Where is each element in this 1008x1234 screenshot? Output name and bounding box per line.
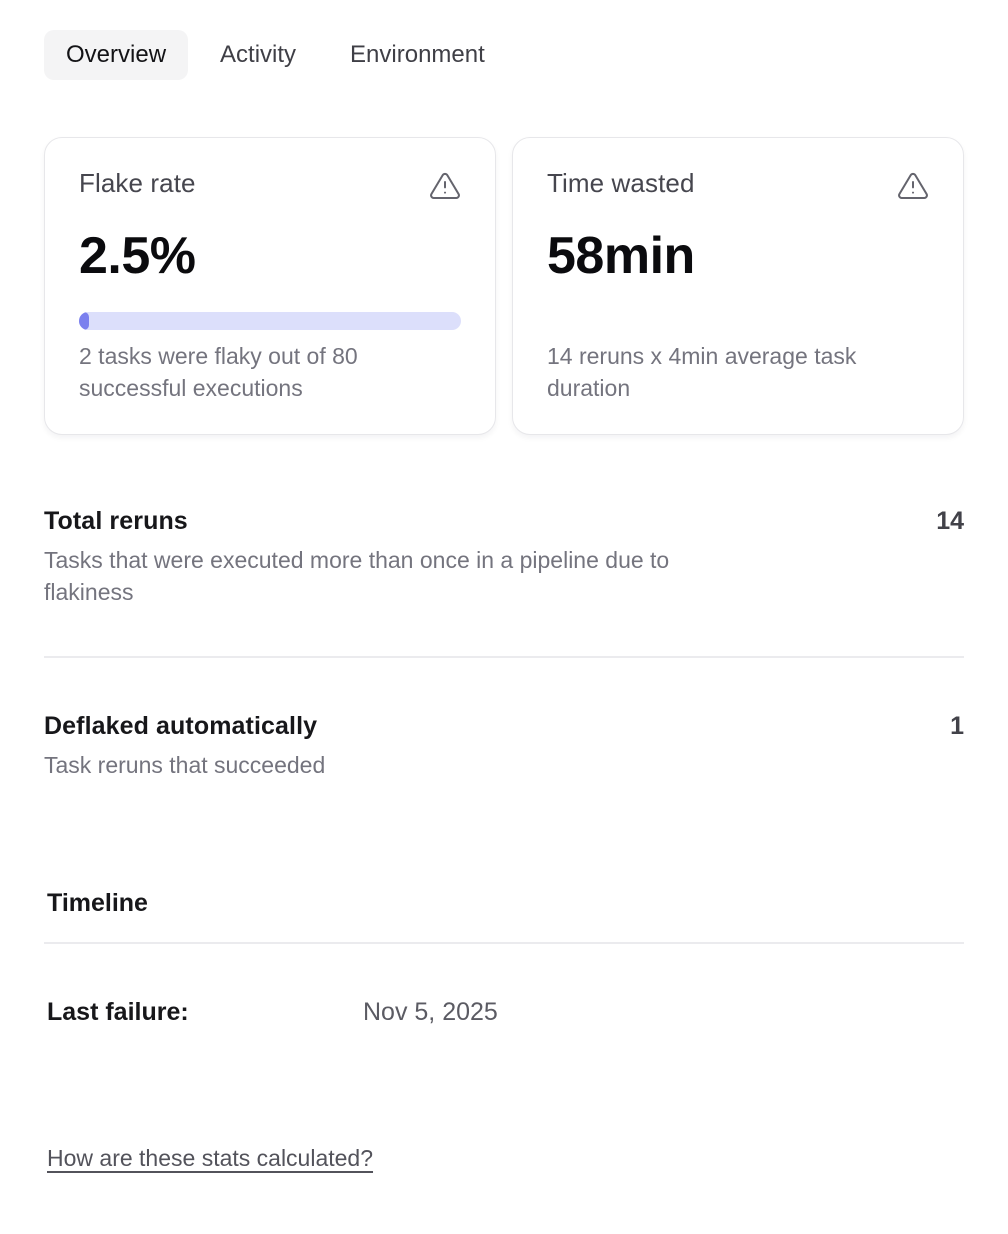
tab-overview[interactable]: Overview bbox=[44, 30, 189, 80]
time-wasted-description: 14 reruns x 4min average task duration bbox=[547, 343, 857, 401]
flake-rate-title: Flake rate bbox=[79, 168, 196, 198]
deflaked-description: Task reruns that succeeded bbox=[44, 752, 326, 778]
deflaked-section: Deflaked automatically 1 Task reruns tha… bbox=[44, 712, 964, 781]
timeline-divider bbox=[44, 942, 964, 944]
deflaked-value: 1 bbox=[950, 712, 964, 740]
last-failure-row: Last failure: Nov 5, 2025 bbox=[44, 998, 964, 1027]
footer: How are these stats calculated? bbox=[44, 1145, 964, 1172]
time-wasted-card-header: Time wasted bbox=[547, 168, 929, 202]
total-reruns-section: Total reruns 14 Tasks that were executed… bbox=[44, 507, 964, 608]
timeline-section: Timeline Last failure: Nov 5, 2025 bbox=[44, 889, 964, 1027]
deflaked-row: Deflaked automatically 1 bbox=[44, 712, 964, 741]
flake-rate-card: Flake rate 2.5% 2 tasks were flaky out o… bbox=[44, 137, 496, 435]
flake-rate-progress-fill bbox=[79, 312, 89, 330]
flakiness-overview-panel: Overview Activity Environment Flake rate… bbox=[44, 30, 964, 1172]
stat-cards: Flake rate 2.5% 2 tasks were flaky out o… bbox=[44, 137, 964, 435]
warning-triangle-icon[interactable] bbox=[897, 170, 929, 202]
last-failure-value: Nov 5, 2025 bbox=[363, 998, 498, 1026]
total-reruns-value: 14 bbox=[936, 507, 964, 535]
total-reruns-description: Tasks that were executed more than once … bbox=[44, 547, 670, 605]
deflaked-title: Deflaked automatically bbox=[44, 712, 318, 740]
tab-activity[interactable]: Activity bbox=[198, 30, 318, 80]
flake-rate-value: 2.5% bbox=[79, 227, 196, 285]
flake-rate-description: 2 tasks were flaky out of 80 successful … bbox=[79, 343, 358, 401]
flake-rate-card-header: Flake rate bbox=[79, 168, 461, 202]
tab-bar: Overview Activity Environment bbox=[44, 30, 964, 80]
timeline-heading: Timeline bbox=[47, 889, 148, 917]
last-failure-label: Last failure: bbox=[47, 998, 189, 1026]
tab-environment[interactable]: Environment bbox=[328, 30, 507, 80]
section-divider bbox=[44, 656, 964, 658]
flake-rate-progress-bar bbox=[79, 312, 461, 330]
time-wasted-title: Time wasted bbox=[547, 168, 695, 198]
warning-triangle-icon[interactable] bbox=[429, 170, 461, 202]
time-wasted-card: Time wasted 58min 14 reruns x 4min avera… bbox=[512, 137, 964, 435]
time-wasted-value: 58min bbox=[547, 227, 695, 285]
total-reruns-title: Total reruns bbox=[44, 507, 188, 535]
stats-calculation-link[interactable]: How are these stats calculated? bbox=[47, 1145, 374, 1171]
total-reruns-row: Total reruns 14 bbox=[44, 507, 964, 536]
